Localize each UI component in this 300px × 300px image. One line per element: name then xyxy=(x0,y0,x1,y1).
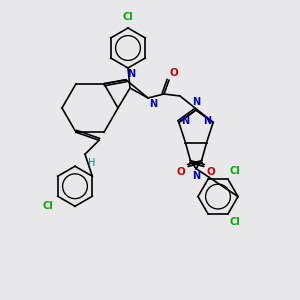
Text: N: N xyxy=(203,116,211,126)
Text: O: O xyxy=(206,167,215,177)
Text: Cl: Cl xyxy=(229,166,240,176)
Text: Cl: Cl xyxy=(43,201,54,211)
Text: N: N xyxy=(127,69,135,79)
Text: N: N xyxy=(192,171,200,181)
Text: N: N xyxy=(192,97,200,107)
Text: N: N xyxy=(149,99,157,109)
Text: O: O xyxy=(170,68,179,78)
Text: N: N xyxy=(181,116,189,126)
Text: Cl: Cl xyxy=(123,12,134,22)
Text: H: H xyxy=(88,158,95,168)
Text: Cl: Cl xyxy=(229,217,240,227)
Text: O: O xyxy=(177,167,186,177)
